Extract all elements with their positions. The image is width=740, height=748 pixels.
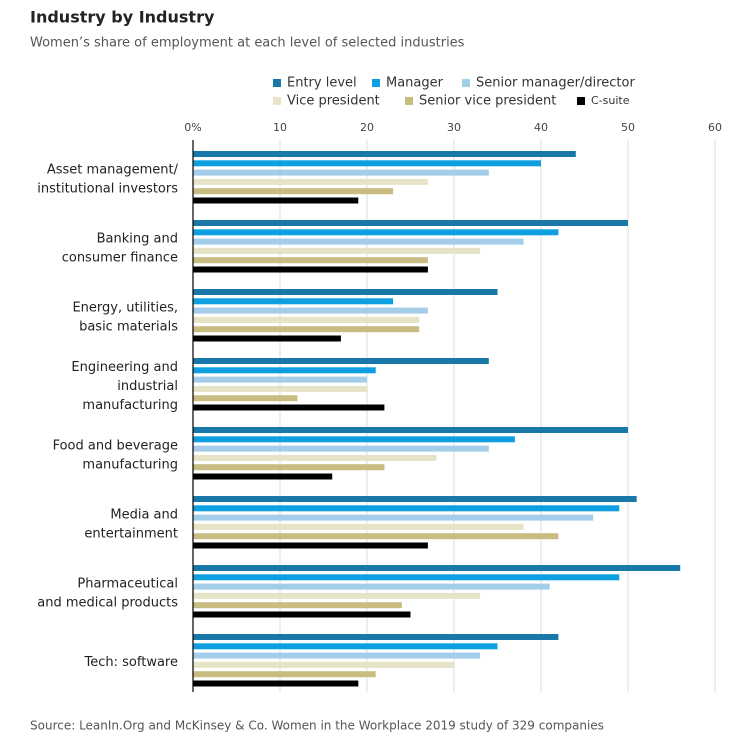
category-label: Engineering and industrial manufacturing — [71, 359, 178, 412]
x-tick-label: 30 — [447, 121, 461, 134]
bar — [193, 229, 559, 236]
category-label-line: entertainment — [84, 526, 178, 541]
category-label: Energy, utilities, basic materials — [72, 300, 178, 334]
category-label: Pharmaceutical and medical products — [37, 576, 178, 610]
bar — [193, 427, 628, 433]
category-label-line: consumer finance — [62, 250, 178, 265]
bar — [193, 634, 559, 640]
bar — [193, 464, 385, 471]
x-tick-label: 50 — [621, 121, 635, 134]
bar — [193, 395, 298, 402]
category-label-line: Food and beverage — [53, 438, 178, 453]
bar — [193, 316, 420, 323]
legend-swatch — [577, 97, 585, 105]
category-label-line: basic materials — [79, 319, 178, 334]
category-label-line: industrial — [117, 378, 178, 393]
bar — [193, 473, 333, 480]
legend-label: Entry level — [287, 76, 357, 91]
bar — [193, 220, 628, 226]
bar — [193, 445, 489, 452]
category-label: Banking and consumer finance — [62, 231, 178, 265]
bar — [193, 611, 411, 618]
bar — [193, 197, 359, 204]
bar — [193, 523, 524, 530]
bar — [193, 542, 428, 549]
legend-swatch — [372, 79, 380, 87]
bar — [193, 289, 498, 295]
legend-swatch — [462, 79, 470, 87]
bar — [193, 565, 681, 571]
category-label-line: and medical products — [37, 595, 178, 610]
bar — [193, 592, 481, 599]
legend-label: Manager — [386, 76, 444, 91]
bar — [193, 680, 359, 687]
category-label: Media and entertainment — [84, 507, 178, 541]
bar — [193, 602, 402, 609]
bar — [193, 671, 376, 678]
bar — [193, 266, 428, 273]
bar — [193, 385, 367, 392]
bar — [193, 247, 481, 254]
category-label-line: manufacturing — [82, 457, 178, 472]
x-tick-label: 40 — [534, 121, 548, 134]
bar — [193, 335, 341, 342]
bar — [193, 574, 620, 581]
category-label-line: Tech: software — [84, 654, 178, 669]
category-label-line: Asset management/ — [47, 162, 179, 177]
category-label-line: Media and — [110, 507, 178, 522]
chart-title: Industry by Industry — [30, 8, 215, 27]
bar — [193, 514, 594, 521]
category-label: Food and beverage manufacturing — [53, 438, 178, 472]
bar — [193, 257, 428, 264]
bar — [193, 661, 454, 668]
legend-label: C-suite — [591, 94, 630, 107]
bar — [193, 583, 550, 590]
legend-swatch — [273, 79, 281, 87]
legend-swatch — [405, 97, 413, 105]
category-label: Asset management/institutional investors — [37, 162, 178, 196]
bar — [193, 160, 541, 167]
source-note: Source: LeanIn.Org and McKinsey & Co. Wo… — [30, 719, 604, 733]
bar — [193, 238, 524, 245]
bar — [193, 652, 481, 659]
category-label-line: Engineering and — [71, 359, 178, 374]
bar — [193, 358, 489, 364]
category-label-line: Pharmaceutical — [77, 576, 178, 591]
bar — [193, 188, 394, 195]
bar — [193, 496, 637, 502]
bar — [193, 643, 498, 650]
category-label-line: manufacturing — [82, 397, 178, 412]
category-label-line: Energy, utilities, — [72, 300, 178, 315]
bar — [193, 367, 376, 374]
bar — [193, 376, 367, 383]
category-label-line: Banking and — [97, 231, 178, 246]
bar — [193, 151, 576, 157]
category-label: Tech: software — [84, 654, 178, 669]
x-tick-label: 20 — [360, 121, 374, 134]
legend-label: Vice president — [287, 94, 380, 109]
bar — [193, 178, 428, 185]
bar — [193, 326, 420, 333]
x-tick-label: 10 — [273, 121, 287, 134]
legend-swatch — [273, 97, 281, 105]
legend-label: Senior manager/director — [476, 76, 635, 91]
category-label-line: institutional investors — [37, 181, 178, 196]
chart-subtitle: Women’s share of employment at each leve… — [30, 36, 465, 51]
bar — [193, 298, 394, 305]
bar — [193, 404, 385, 411]
bar — [193, 505, 620, 512]
bar — [193, 436, 515, 443]
bar — [193, 307, 428, 314]
bar — [193, 169, 489, 176]
x-tick-label: 60 — [708, 121, 722, 134]
x-tick-label: 0% — [184, 121, 201, 134]
legend-label: Senior vice president — [419, 94, 556, 109]
bar — [193, 533, 559, 540]
bar — [193, 454, 437, 461]
